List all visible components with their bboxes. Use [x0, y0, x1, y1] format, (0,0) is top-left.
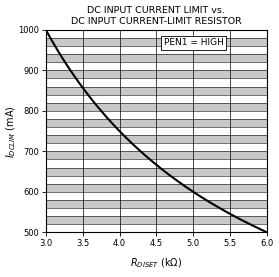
Bar	[46, 70, 267, 78]
Text: $I_{DCLIM}$ (mA): $I_{DCLIM}$ (mA)	[5, 105, 18, 158]
Bar	[46, 87, 267, 95]
Bar	[46, 200, 267, 208]
Bar	[46, 103, 267, 111]
Bar	[46, 184, 267, 192]
Text: PEN1 = HIGH: PEN1 = HIGH	[164, 38, 223, 47]
Bar	[46, 151, 267, 159]
Bar	[46, 54, 267, 62]
Bar	[46, 135, 267, 143]
Bar	[46, 119, 267, 127]
Bar	[46, 216, 267, 224]
Bar	[46, 168, 267, 176]
Bar	[46, 38, 267, 46]
Title: DC INPUT CURRENT LIMIT vs.
DC INPUT CURRENT-LIMIT RESISTOR: DC INPUT CURRENT LIMIT vs. DC INPUT CURR…	[71, 6, 242, 26]
Text: $R_{DISET}$ (kΩ): $R_{DISET}$ (kΩ)	[130, 257, 182, 270]
